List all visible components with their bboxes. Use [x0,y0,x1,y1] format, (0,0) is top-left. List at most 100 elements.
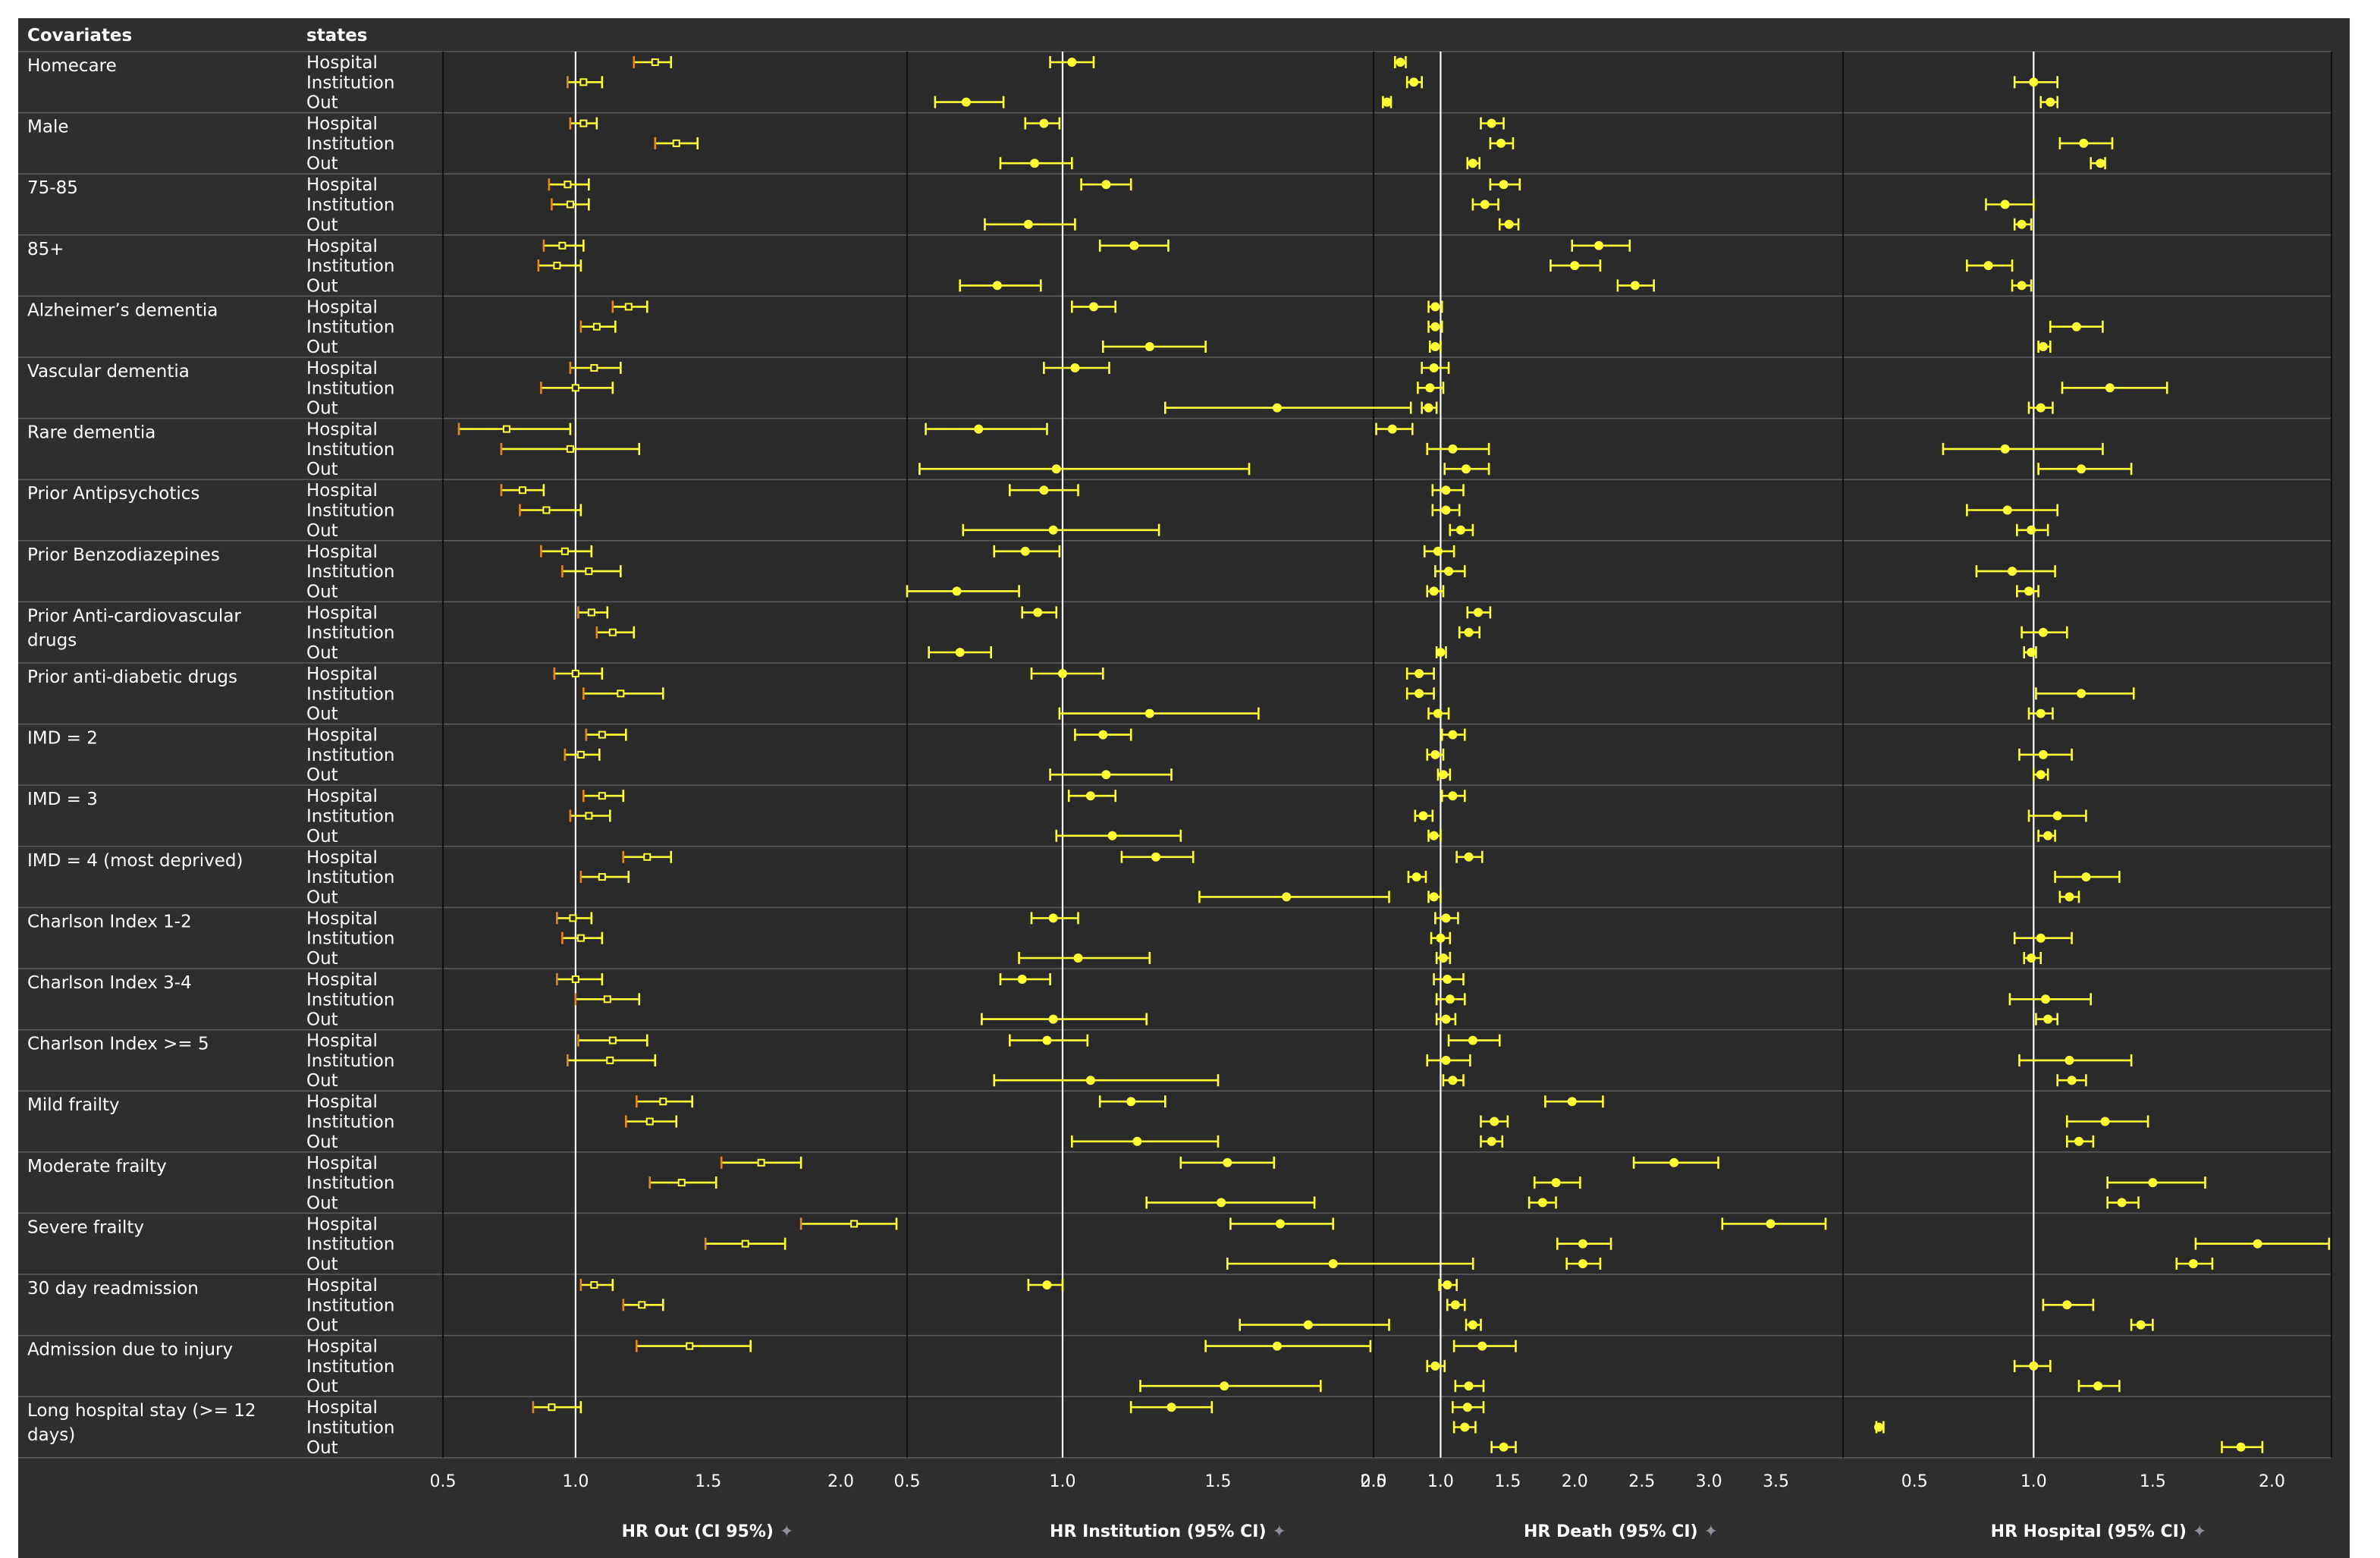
point-estimate [1477,1341,1487,1351]
state-label: Hospital [306,1398,378,1418]
point-estimate [2236,1442,2246,1452]
point-estimate [643,853,652,861]
point-estimate [608,628,617,636]
state-label: Institution [306,1296,394,1315]
point-estimate [1303,1320,1313,1330]
state-label: Out [306,643,338,663]
covariate-label: Prior Antipsychotics [27,484,199,504]
state-label: Hospital [306,848,378,868]
point-estimate [1282,892,1292,902]
state-label: Institution [306,807,394,827]
state-label: Institution [306,440,394,460]
covariate-label: Male [27,118,68,137]
state-label: Out [306,1193,338,1213]
state-label: Institution [306,1173,394,1193]
point-estimate [1126,1097,1136,1107]
point-estimate [677,1179,686,1187]
point-estimate [1433,546,1443,556]
point-estimate [1462,464,1471,474]
point-estimate [1430,342,1440,351]
point-estimate [590,364,598,372]
x-tick-label: 3.5 [1763,1472,1789,1491]
point-estimate [2105,383,2115,393]
x-tick-label: 1.0 [1427,1472,1454,1491]
point-estimate [1144,708,1154,718]
point-estimate [2008,567,2017,576]
point-estimate [1443,975,1452,984]
point-estimate [1107,831,1117,840]
point-estimate [1030,159,1040,168]
point-estimate [579,78,588,86]
point-estimate [1448,730,1458,740]
point-estimate [2041,994,2051,1004]
point-estimate [757,1158,765,1167]
point-estimate [2064,1055,2074,1065]
point-estimate [566,444,574,453]
point-estimate [1429,831,1439,840]
pin-icon[interactable]: ✦ [1703,1522,1719,1541]
point-estimate [542,506,551,514]
axis-title-institution[interactable]: HR Institution (95% CI) ✦ [1050,1522,1286,1541]
axis-title-hospital[interactable]: HR Hospital (95% CI) ✦ [1990,1522,2207,1541]
point-estimate [598,792,606,800]
forest-plot-figure: Covariates states Homecare Hospital Instit… [18,18,2350,1558]
point-estimate [1448,1076,1458,1085]
x-tick-label: 1.5 [695,1472,721,1491]
point-estimate [1132,1136,1142,1146]
point-estimate [1496,138,1506,148]
point-estimate [2029,77,2039,87]
point-estimate [1464,852,1474,862]
point-estimate [1473,608,1483,617]
point-estimate [2002,505,2012,515]
state-label: Hospital [306,297,378,317]
covariate-label: Prior Benzodiazepines [27,545,220,565]
covariate-label: Homecare [27,56,117,76]
state-label: Institution [306,134,394,154]
point-estimate [1048,913,1058,923]
point-estimate [1468,1035,1477,1045]
point-estimate [1166,1403,1176,1412]
point-estimate [1414,669,1424,678]
state-label: Hospital [306,542,378,562]
point-estimate [1429,586,1439,596]
state-label: Hospital [306,603,378,623]
point-estimate [1382,97,1392,107]
state-label: Hospital [306,726,378,746]
point-estimate [2253,1239,2262,1249]
pin-icon[interactable]: ✦ [1272,1522,1286,1541]
point-estimate [2077,689,2086,699]
point-estimate [502,425,510,433]
point-estimate [1766,1219,1776,1229]
point-estimate [2027,953,2036,963]
point-estimate [1430,749,1440,759]
covariate-label: drugs [27,630,77,650]
point-estimate [1023,219,1033,229]
state-label: Institution [306,1235,394,1255]
point-estimate [2074,1136,2084,1146]
axis-title-out[interactable]: HR Out (CI 95%) ✦ [621,1522,794,1541]
state-label: Out [306,1132,338,1152]
point-estimate [1033,608,1043,617]
pin-icon[interactable]: ✦ [779,1522,794,1541]
covariate-label: IMD = 3 [27,790,98,809]
point-estimate [590,1281,598,1289]
state-label: Institution [306,1051,394,1071]
state-label: Institution [306,196,394,215]
point-estimate [1051,464,1061,474]
point-estimate [569,914,577,922]
point-estimate [1048,1014,1058,1024]
state-label: Out [306,215,338,235]
point-estimate [1551,1178,1561,1188]
state-label: Out [306,582,338,602]
point-estimate [1144,342,1154,351]
pin-icon[interactable]: ✦ [2192,1522,2207,1541]
point-estimate [686,1342,694,1350]
x-tick-label: 0.5 [1361,1472,1387,1491]
axis-title-death[interactable]: HR Death (95% CI) ✦ [1523,1522,1719,1541]
covariate-label: Prior Anti-cardiovascular [27,606,241,626]
state-label: Out [306,1316,338,1336]
state-label: Out [306,338,338,357]
point-estimate [585,567,593,576]
state-label: Hospital [306,664,378,684]
covariate-label: IMD = 4 (most deprived) [27,851,243,871]
